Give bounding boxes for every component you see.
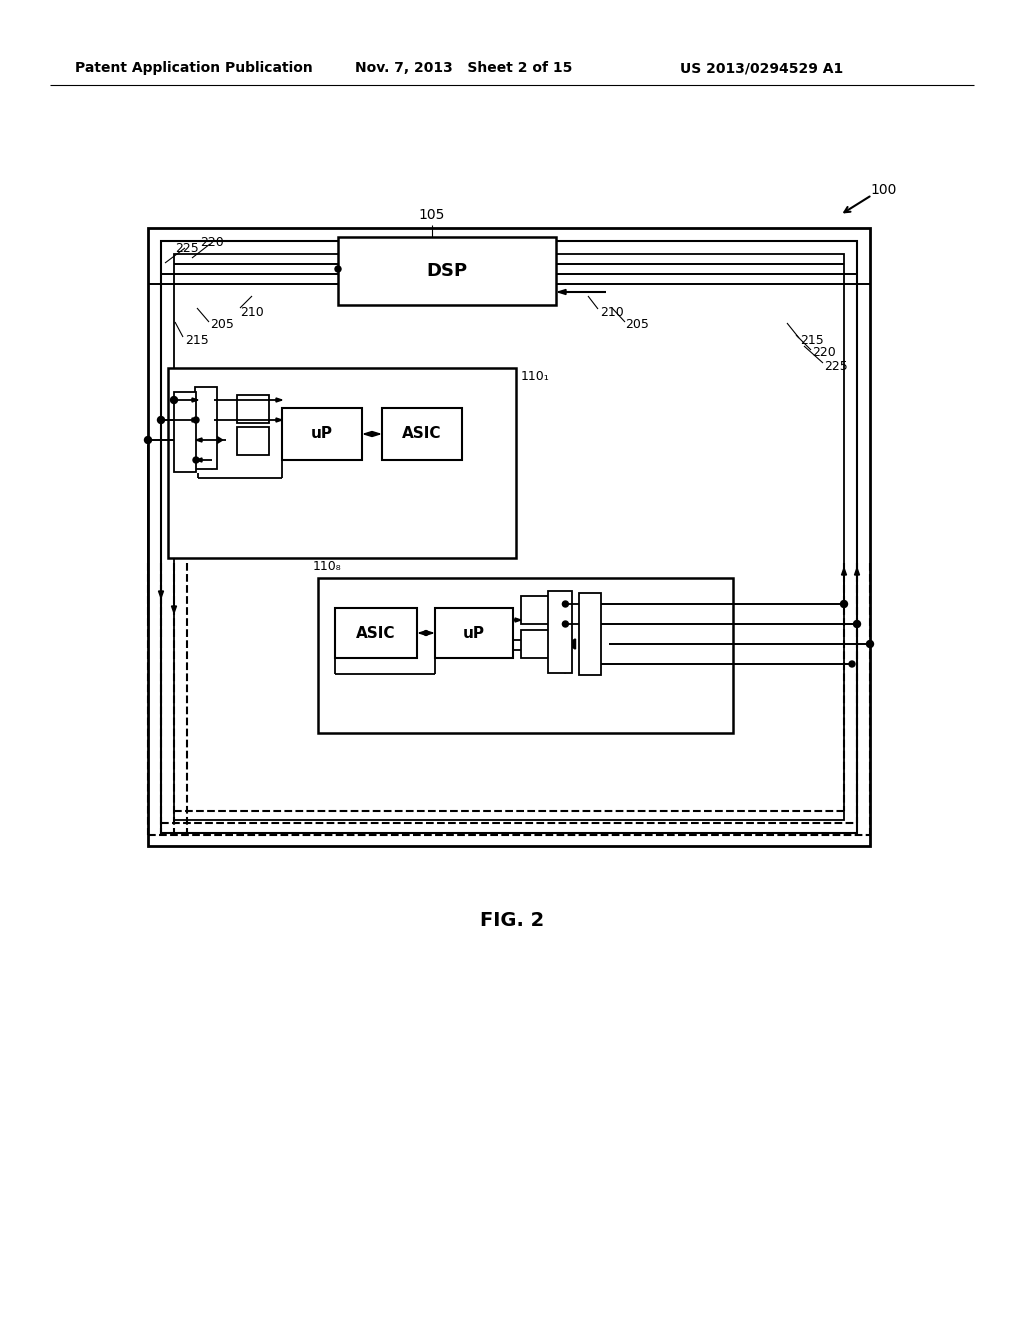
Text: 225: 225 — [824, 359, 848, 372]
Circle shape — [144, 437, 152, 444]
Circle shape — [562, 620, 568, 627]
Circle shape — [853, 620, 860, 627]
Text: US 2013/0294529 A1: US 2013/0294529 A1 — [680, 61, 843, 75]
Polygon shape — [214, 436, 222, 445]
Polygon shape — [842, 568, 847, 576]
Circle shape — [849, 661, 855, 667]
Bar — [161, 242, 857, 833]
Bar — [195, 387, 217, 469]
Text: 215: 215 — [800, 334, 823, 346]
Text: Nov. 7, 2013   Sheet 2 of 15: Nov. 7, 2013 Sheet 2 of 15 — [355, 61, 572, 75]
Polygon shape — [551, 655, 565, 673]
Polygon shape — [159, 591, 164, 598]
Text: ASIC: ASIC — [402, 426, 441, 441]
Text: Patent Application Publication: Patent Application Publication — [75, 61, 312, 75]
Text: uP: uP — [463, 626, 485, 640]
Polygon shape — [515, 618, 521, 622]
Polygon shape — [419, 631, 427, 635]
Polygon shape — [276, 418, 282, 422]
Polygon shape — [372, 432, 380, 437]
Bar — [174, 392, 196, 473]
Circle shape — [841, 601, 848, 607]
Polygon shape — [193, 418, 198, 422]
Text: 220: 220 — [812, 346, 836, 359]
Polygon shape — [171, 606, 176, 612]
Circle shape — [171, 396, 177, 404]
Circle shape — [158, 417, 165, 424]
Circle shape — [193, 457, 199, 463]
Text: 110₁: 110₁ — [521, 370, 550, 383]
Text: 210: 210 — [240, 305, 264, 318]
Bar — [335, 609, 417, 657]
Text: DSP: DSP — [426, 261, 468, 280]
Text: uP: uP — [311, 426, 333, 441]
Circle shape — [335, 267, 341, 272]
Polygon shape — [551, 595, 565, 612]
Bar — [168, 368, 516, 558]
Polygon shape — [193, 399, 198, 403]
Bar — [338, 238, 556, 305]
Text: 215: 215 — [185, 334, 209, 346]
Polygon shape — [198, 411, 212, 429]
Text: 110₈: 110₈ — [313, 560, 342, 573]
Text: 220: 220 — [200, 236, 224, 249]
Text: FIG. 2: FIG. 2 — [480, 911, 544, 929]
Polygon shape — [198, 391, 212, 409]
Bar — [382, 408, 462, 459]
Bar — [237, 426, 269, 455]
Bar — [237, 395, 269, 422]
Text: 205: 205 — [210, 318, 233, 331]
Circle shape — [866, 640, 873, 648]
Polygon shape — [558, 289, 566, 294]
Circle shape — [193, 417, 199, 422]
Polygon shape — [364, 432, 372, 437]
Polygon shape — [567, 639, 575, 649]
Polygon shape — [196, 458, 202, 462]
Text: 205: 205 — [625, 318, 649, 331]
Polygon shape — [198, 432, 212, 449]
Text: 100: 100 — [870, 183, 896, 197]
Polygon shape — [425, 631, 433, 635]
Polygon shape — [276, 399, 282, 403]
Bar — [521, 630, 549, 657]
Text: 225: 225 — [175, 242, 199, 255]
Bar — [580, 593, 601, 675]
Bar — [174, 253, 844, 820]
Text: ASIC: ASIC — [356, 626, 395, 640]
Polygon shape — [551, 635, 565, 653]
Bar — [521, 597, 549, 624]
Polygon shape — [551, 615, 565, 634]
Bar — [282, 408, 362, 459]
Text: 210: 210 — [600, 305, 624, 318]
Bar — [548, 591, 572, 673]
Polygon shape — [854, 568, 859, 576]
Polygon shape — [198, 451, 212, 469]
Bar — [148, 228, 870, 846]
Circle shape — [562, 601, 568, 607]
Polygon shape — [196, 438, 202, 442]
Bar — [435, 609, 513, 657]
Bar — [318, 578, 733, 733]
Text: 105: 105 — [419, 209, 445, 222]
